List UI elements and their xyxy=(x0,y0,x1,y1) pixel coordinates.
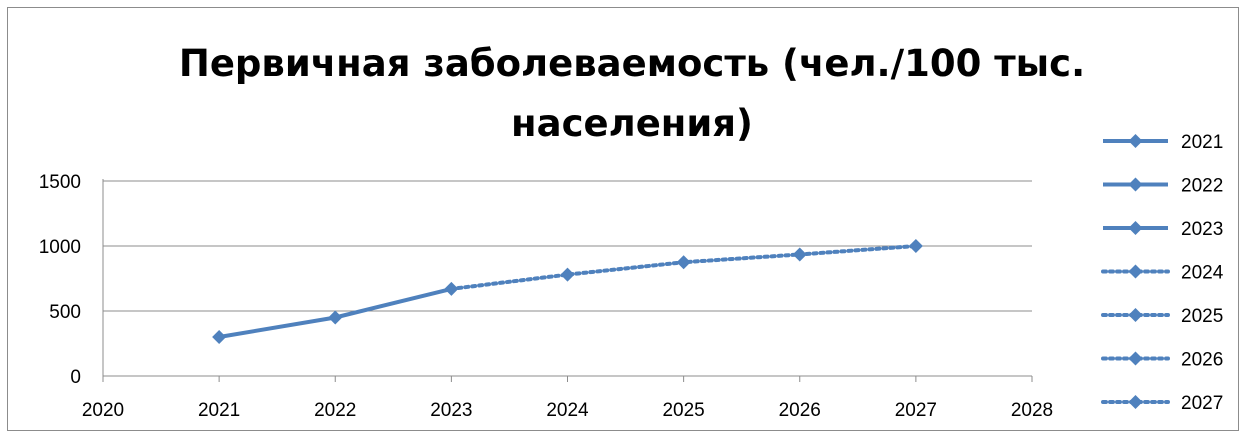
legend-label: 2024 xyxy=(1181,263,1224,284)
legend-marker xyxy=(1128,221,1143,235)
data-point-2023 xyxy=(444,281,459,296)
data-point-2027 xyxy=(908,239,923,253)
data-point-2025 xyxy=(676,255,691,270)
data-point-2021 xyxy=(212,330,227,344)
legend-marker xyxy=(1128,395,1143,409)
legend-label: 2023 xyxy=(1181,219,1223,240)
x-tick-label: 2021 xyxy=(198,400,240,421)
axes xyxy=(102,179,1033,382)
chart-title-line-2: населения) xyxy=(511,102,753,145)
legend-label: 2021 xyxy=(1181,132,1223,153)
legend-marker xyxy=(1128,177,1143,192)
x-tick-label: 2027 xyxy=(895,400,937,421)
chart-frame xyxy=(7,7,1239,431)
legend-label: 2025 xyxy=(1181,306,1223,327)
y-tick-label: 1500 xyxy=(39,172,81,193)
y-tick-label: 500 xyxy=(49,302,81,323)
y-tick-label: 0 xyxy=(70,367,81,388)
legend-marker xyxy=(1128,308,1143,322)
x-tick-label: 2023 xyxy=(430,400,472,421)
x-tick-label: 2024 xyxy=(546,400,589,421)
x-tick-label: 2022 xyxy=(314,400,356,421)
legend-label: 2026 xyxy=(1181,350,1223,371)
chart-title-line-1: Первичная заболеваемость (чел./100 тыс. xyxy=(179,42,1085,85)
legend-marker xyxy=(1128,264,1143,279)
x-tick-label: 2020 xyxy=(82,400,124,421)
x-tick-label: 2026 xyxy=(779,400,821,421)
gridlines xyxy=(103,180,1032,312)
y-tick-label: 1000 xyxy=(39,237,81,258)
tick-labels: 0 500 1000 1500 2020 2021 2022 2023 2024 2025 2026… xyxy=(39,172,1053,421)
x-tick-label: 2025 xyxy=(662,400,704,421)
legend-marker xyxy=(1128,351,1143,366)
legend-marker xyxy=(1128,134,1143,148)
series xyxy=(212,239,923,344)
x-tick-label: 2028 xyxy=(1011,400,1053,421)
data-point-2022 xyxy=(328,310,343,325)
data-point-2024 xyxy=(560,267,575,282)
data-point-2026 xyxy=(792,247,807,262)
legend-label: 2027 xyxy=(1181,393,1223,414)
legend-label: 2022 xyxy=(1181,176,1223,197)
legend: 2021 2022 2023 2024 2025 2026 2027 xyxy=(1101,132,1224,414)
